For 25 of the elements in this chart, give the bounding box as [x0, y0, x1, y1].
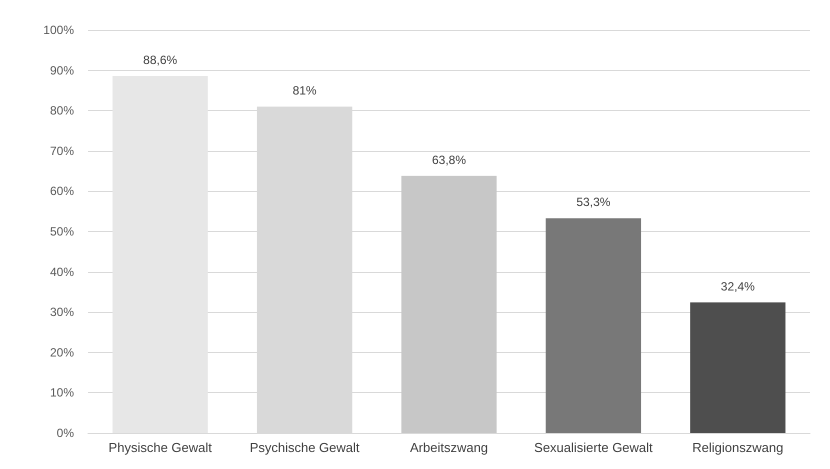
bar [546, 218, 642, 433]
data-label: 63,8% [432, 152, 466, 167]
y-tick-label: 100% [43, 23, 74, 37]
y-tick-label: 0% [56, 426, 74, 440]
y-tick-label: 10% [50, 386, 74, 400]
y-tick-label: 50% [50, 224, 74, 238]
x-tick-label: Arbeitszwang [410, 440, 488, 455]
data-label: 53,3% [576, 195, 611, 210]
y-tick-label: 60% [50, 184, 74, 198]
y-tick-label: 90% [50, 63, 74, 78]
data-label: 88,6% [143, 52, 178, 67]
bar [401, 176, 497, 433]
x-tick-label: Sexualisierte Gewalt [534, 440, 654, 455]
y-tick-label: 30% [50, 305, 74, 320]
data-label: 81% [292, 84, 317, 98]
x-tick-label: Psychische Gewalt [250, 440, 360, 455]
y-tick-label: 70% [50, 144, 74, 158]
y-tick-label: 20% [50, 345, 74, 360]
y-tick-label: 40% [50, 264, 74, 279]
data-label: 32,4% [720, 279, 756, 294]
bar [112, 76, 208, 433]
y-tick-label: 80% [50, 104, 74, 118]
bar [690, 302, 786, 433]
x-tick-label: Physische Gewalt [108, 440, 212, 455]
x-tick-label: Religionszwang [692, 440, 784, 455]
